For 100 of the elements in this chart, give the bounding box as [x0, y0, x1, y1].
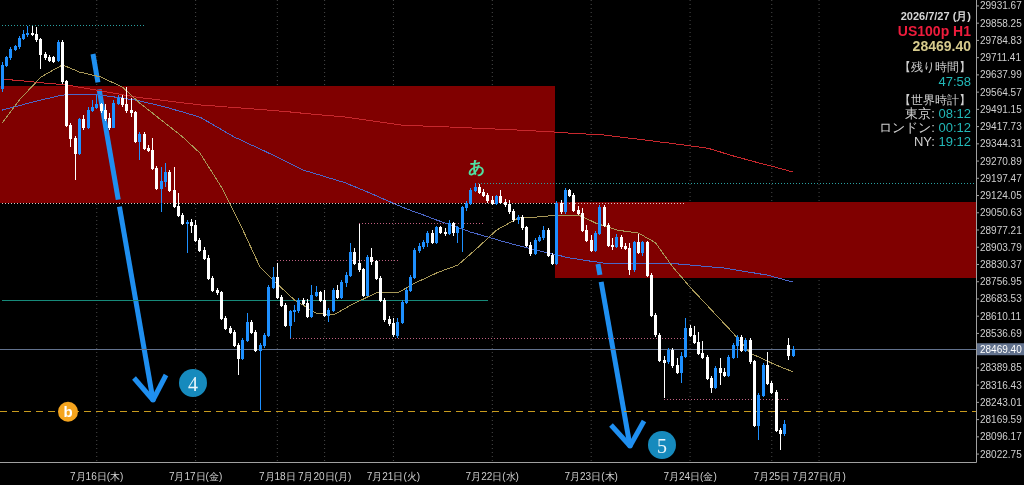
y-tick-label: 29858.25	[980, 17, 1023, 29]
line-series	[1, 64, 794, 373]
candlestick	[315, 285, 318, 298]
candlestick	[727, 354, 730, 378]
candlestick	[112, 99, 115, 129]
candlestick	[306, 298, 309, 319]
y-tick-label: 29270.89	[980, 155, 1023, 167]
candlestick	[714, 365, 717, 390]
candlestick	[327, 307, 330, 323]
line-series	[1, 93, 794, 283]
annotation: 2026/7/27 (月)	[900, 10, 972, 22]
candlestick	[474, 182, 477, 193]
candlestick	[310, 284, 313, 319]
candlestick	[762, 362, 765, 398]
candlestick	[353, 247, 356, 266]
y-tick-label: 28683.53	[980, 293, 1023, 305]
candlestick	[448, 219, 451, 236]
candlestick	[783, 419, 786, 437]
candlestick	[418, 242, 421, 254]
annotation: あ	[467, 157, 485, 177]
candlestick	[168, 169, 171, 193]
candlestick	[117, 94, 120, 106]
candlestick	[138, 131, 141, 161]
x-tick-label: 7月18日	[258, 470, 296, 482]
candlestick	[272, 266, 275, 290]
candlestick	[323, 289, 326, 318]
annotation: 【世界時計】	[899, 93, 971, 107]
y-tick-label: 28536.69	[980, 327, 1023, 339]
candlestick	[370, 247, 373, 266]
candlestick	[125, 86, 128, 114]
candlestick	[637, 233, 640, 255]
x-tick-label: 7月24日(金)	[663, 470, 717, 482]
x-tick-label: 7月22日(水)	[465, 470, 519, 482]
candlestick	[52, 55, 55, 64]
annotation: 47:58	[938, 73, 971, 89]
candlestick	[499, 189, 502, 205]
candlestick	[336, 284, 339, 300]
y-tick-label: 28389.85	[980, 362, 1023, 374]
candlestick	[289, 309, 292, 339]
candlestick	[461, 205, 464, 253]
x-tick-label: 7月27日(月)	[792, 470, 846, 482]
x-tick-label: 7月25日	[753, 470, 791, 482]
candlestick	[48, 54, 51, 63]
candlestick	[628, 242, 631, 276]
candlestick	[456, 225, 459, 244]
y-tick-label: 28756.95	[980, 276, 1023, 288]
x-tick-label: 7月17日(金)	[168, 470, 223, 482]
candlestick	[671, 347, 674, 369]
annotation: ロンドン: 00:12	[879, 119, 971, 135]
candlestick	[491, 195, 494, 206]
y-tick-label: 28022.75	[980, 448, 1023, 460]
candlestick	[633, 240, 636, 273]
x-tick-label: 7月20日(月)	[297, 470, 352, 482]
candlestick	[757, 392, 760, 441]
y-tick-label: 29197.47	[980, 172, 1023, 184]
candlestick	[792, 345, 795, 358]
candlestick	[439, 225, 442, 235]
candlestick	[435, 225, 438, 245]
candlestick	[663, 355, 666, 399]
y-tick-label: 29564.57	[980, 86, 1023, 98]
annotation: 4	[188, 373, 198, 395]
text: US100p H1	[897, 23, 972, 39]
ref-line-label: 28469.40	[980, 344, 1023, 356]
x-tick-label: 7月16日(木)	[70, 470, 124, 482]
candlestick	[160, 166, 163, 213]
candlestick	[542, 225, 545, 241]
y-tick-label: 28903.79	[980, 241, 1023, 253]
candlestick	[590, 234, 593, 253]
candlestick	[241, 337, 244, 361]
y-tick-label: 29711.41	[980, 52, 1022, 64]
candlestick	[392, 317, 395, 338]
candlestick	[143, 131, 146, 151]
y-tick-label: 29784.83	[980, 34, 1023, 46]
y-tick-label: 29124.05	[980, 190, 1023, 202]
candlestick	[478, 183, 481, 195]
candlestick	[667, 347, 670, 365]
y-tick-label: 29417.73	[980, 121, 1023, 133]
candlestick	[82, 114, 85, 131]
candlestick	[719, 357, 722, 386]
annotation: 【残り時間】	[899, 60, 971, 74]
candlestick	[95, 94, 98, 110]
y-tick-label: 29637.99	[980, 69, 1023, 81]
candlestick	[676, 357, 679, 375]
candlestick	[534, 237, 537, 256]
candlestick	[57, 39, 60, 63]
y-tick-label: 28316.43	[980, 379, 1023, 391]
x-tick-label: 7月21日(火)	[366, 470, 421, 482]
candlestick	[452, 221, 455, 237]
y-tick-label: 29931.67	[980, 0, 1023, 12]
y-tick-label: 29491.15	[980, 103, 1023, 115]
y-tick-label: 29050.63	[980, 207, 1023, 219]
annotation: 28469.40	[912, 38, 972, 54]
candlestick	[787, 337, 790, 361]
candlestick	[620, 234, 623, 250]
candlestick	[426, 230, 429, 248]
candlestick	[396, 317, 399, 339]
candlestick	[740, 334, 743, 353]
candlestick	[26, 25, 29, 38]
candlestick	[615, 233, 618, 249]
y-tick-label: 28830.37	[980, 258, 1023, 270]
